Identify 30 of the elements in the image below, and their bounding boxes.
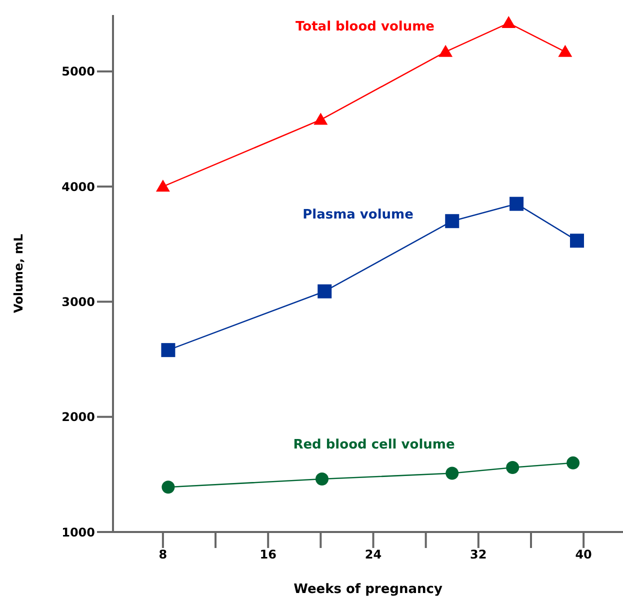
point bbox=[315, 472, 328, 486]
point bbox=[314, 112, 328, 125]
series-label: Red blood cell volume bbox=[293, 438, 455, 452]
point bbox=[161, 343, 176, 358]
x-tick-label: 8 bbox=[158, 548, 168, 562]
x-tick-label: 24 bbox=[364, 548, 382, 562]
series-label: Total blood volume bbox=[296, 20, 434, 34]
x-tick-label: 40 bbox=[575, 548, 592, 562]
point bbox=[446, 466, 459, 480]
y-tick-label: 5000 bbox=[62, 64, 95, 79]
x-tick-label: 32 bbox=[470, 548, 487, 562]
x-axis-title: Weeks of pregnancy bbox=[294, 582, 443, 597]
point bbox=[510, 196, 524, 211]
point bbox=[506, 461, 520, 474]
y-tick-label: 3000 bbox=[62, 294, 95, 309]
point bbox=[558, 44, 572, 57]
point bbox=[502, 16, 516, 28]
point bbox=[162, 480, 175, 494]
point bbox=[318, 284, 332, 298]
point bbox=[445, 214, 460, 228]
y-tick-label: 2000 bbox=[62, 410, 95, 424]
point bbox=[570, 234, 584, 248]
y-tick-label: 4000 bbox=[62, 180, 95, 194]
point bbox=[566, 456, 580, 470]
point bbox=[156, 180, 170, 192]
point bbox=[438, 44, 453, 57]
y-tick-label: 1000 bbox=[62, 525, 95, 540]
y-axis-title: Volume, mL bbox=[11, 234, 26, 314]
series-label: Plasma volume bbox=[302, 208, 414, 222]
x-tick-label: 16 bbox=[260, 548, 276, 562]
